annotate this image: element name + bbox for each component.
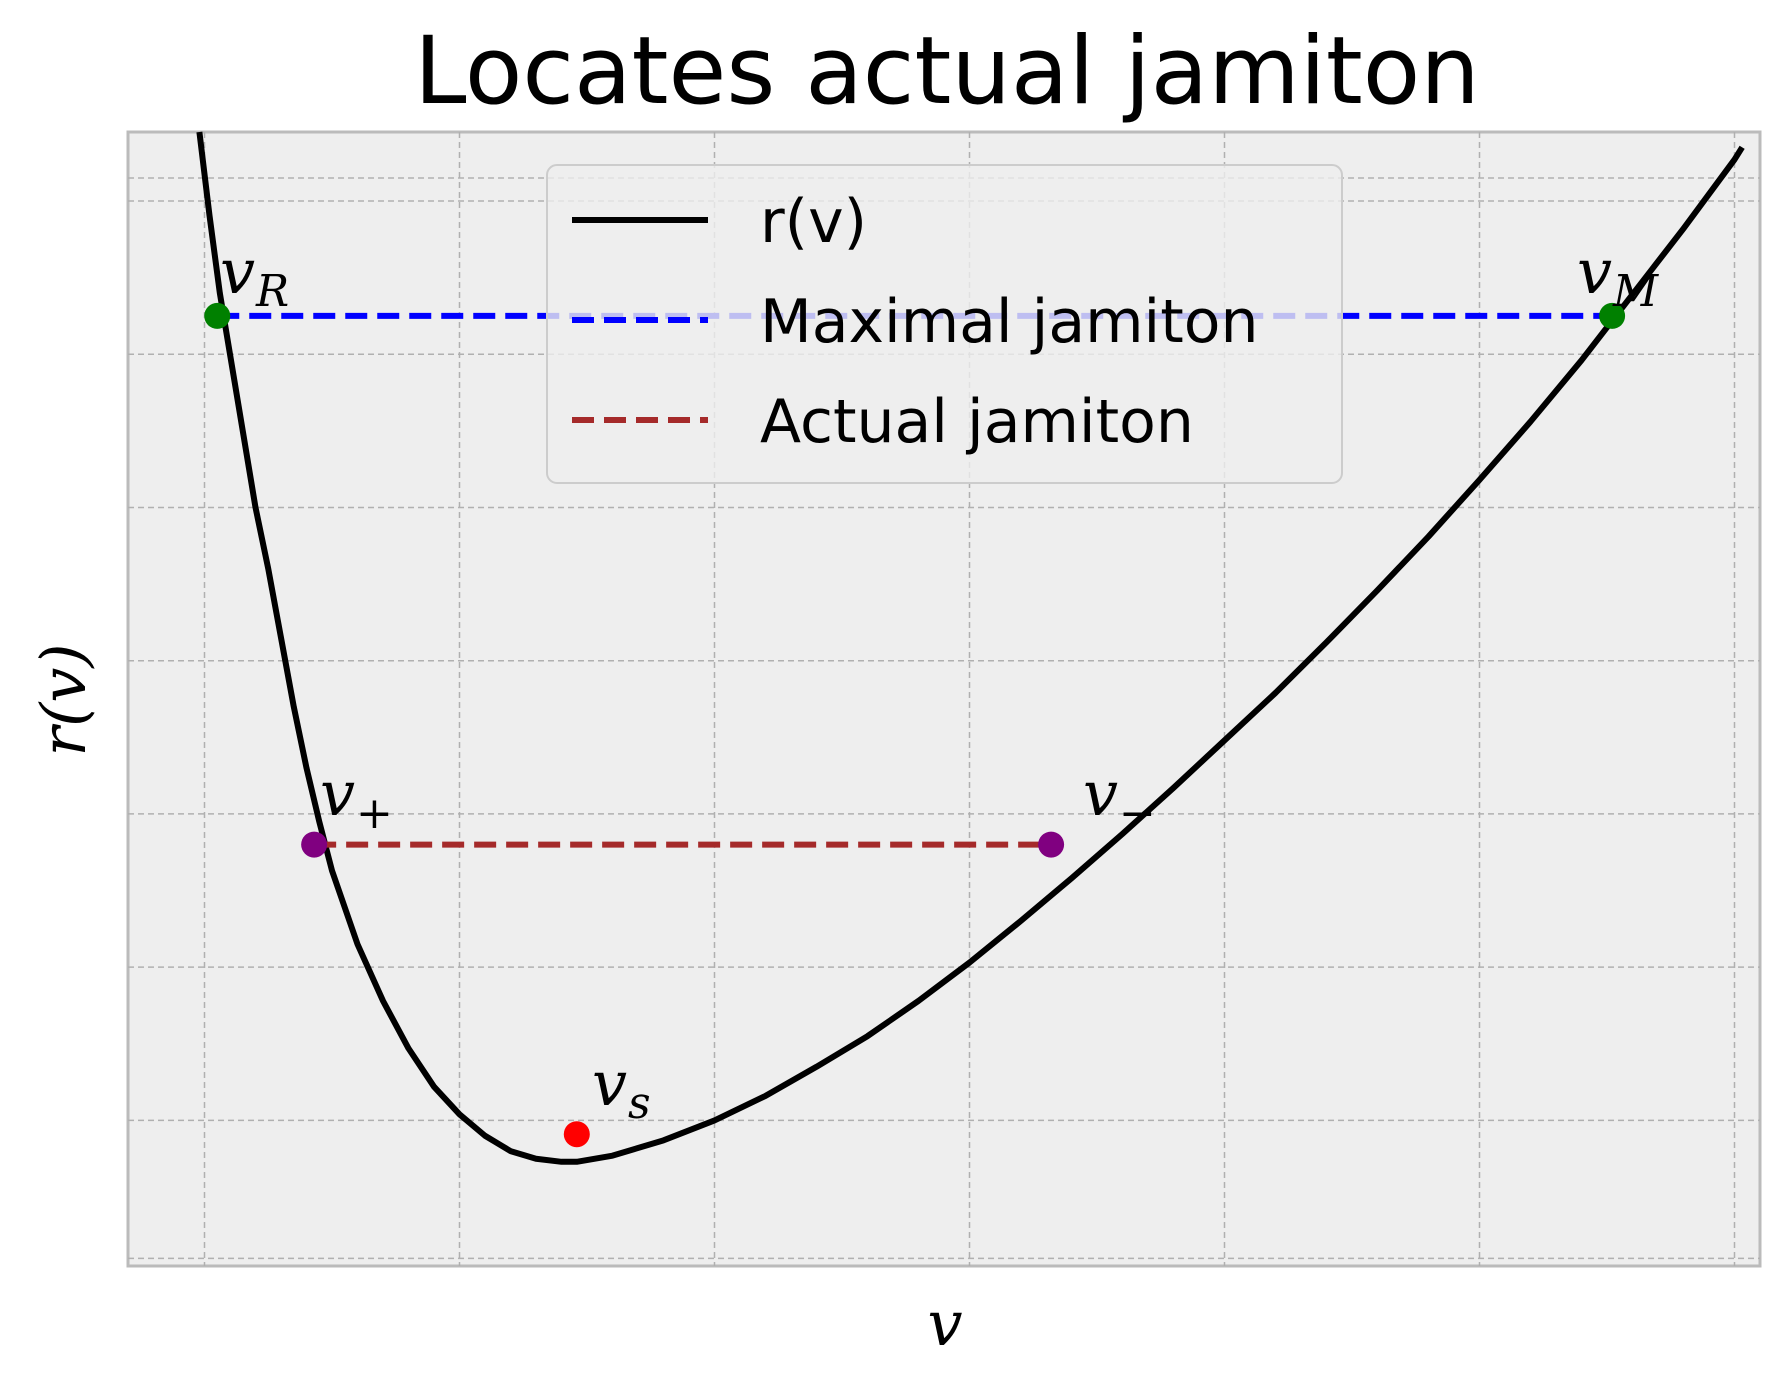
label-v-s: v s bbox=[592, 1047, 651, 1129]
svg-text:−: − bbox=[1119, 788, 1156, 839]
label-v-minus: v − bbox=[1083, 757, 1156, 839]
svg-text:v: v bbox=[1083, 757, 1118, 830]
legend-frame bbox=[546, 164, 1343, 484]
label-v-m: v M bbox=[1577, 235, 1659, 317]
y-axis-label: r(v) bbox=[27, 643, 100, 756]
svg-text:v: v bbox=[320, 757, 355, 830]
series-layer bbox=[196, 131, 1745, 1165]
point-v-plus bbox=[301, 831, 328, 858]
point-v-m bbox=[1599, 302, 1626, 329]
point-v-r bbox=[204, 302, 231, 329]
x-axis-label: v bbox=[927, 1287, 962, 1360]
label-v-plus: v + bbox=[320, 757, 393, 839]
series-r-v bbox=[196, 131, 1745, 1165]
point-v-- bbox=[1038, 831, 1065, 858]
svg-text:M: M bbox=[1612, 266, 1659, 317]
svg-text:v: v bbox=[1577, 235, 1612, 308]
points-layer bbox=[204, 302, 1626, 1148]
chart-title: Locates actual jamiton bbox=[414, 17, 1480, 126]
legend-label-actual: Actual jamiton bbox=[760, 387, 1194, 457]
legend-label-r: r(v) bbox=[760, 187, 867, 257]
svg-text:R: R bbox=[255, 266, 289, 317]
grid bbox=[128, 132, 1760, 1266]
svg-text:v: v bbox=[592, 1047, 627, 1120]
legend: r(v) Maximal jamiton Actual jamiton bbox=[546, 164, 1343, 484]
svg-text:+: + bbox=[356, 788, 393, 839]
svg-text:s: s bbox=[628, 1078, 651, 1129]
point-labels: v R v M v + v − v s bbox=[220, 235, 1659, 1129]
label-v-r: v R bbox=[220, 235, 289, 317]
svg-text:v: v bbox=[220, 235, 255, 308]
legend-label-maximal: Maximal jamiton bbox=[760, 287, 1259, 357]
point-v-s bbox=[563, 1121, 590, 1148]
